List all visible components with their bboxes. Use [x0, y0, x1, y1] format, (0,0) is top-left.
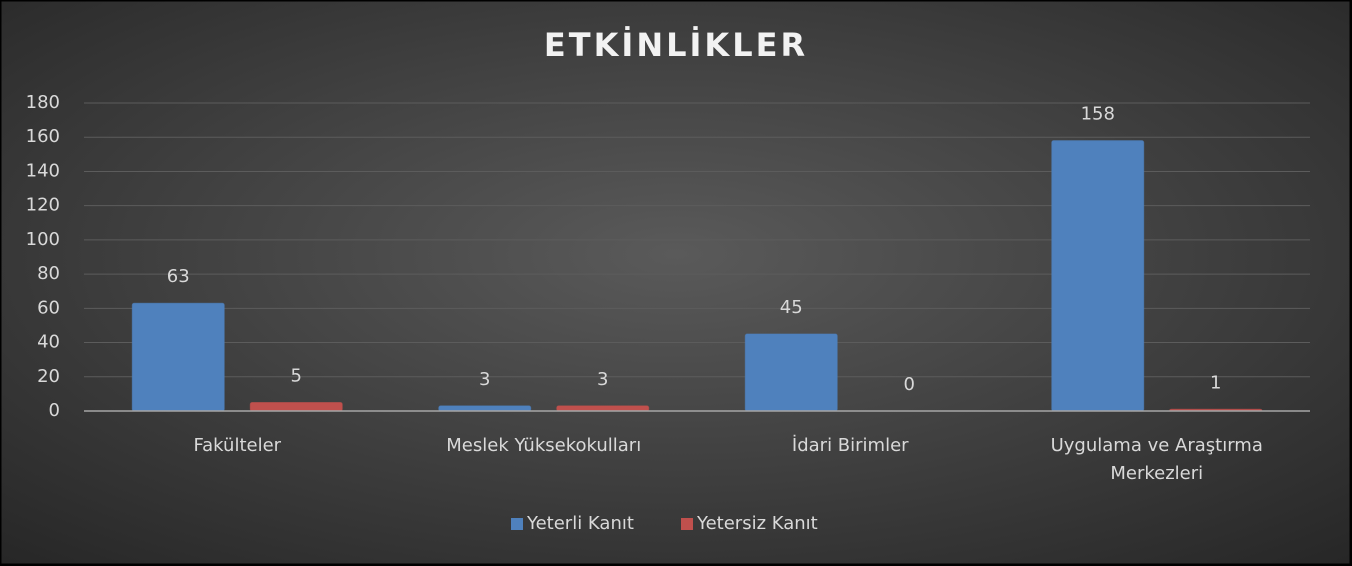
y-tick-label: 60	[37, 297, 60, 318]
data-label: 158	[1081, 104, 1115, 125]
legend-label: Yetersiz Kanıt	[696, 513, 818, 534]
bar	[131, 302, 225, 412]
legend-swatch	[511, 518, 523, 530]
bar	[438, 405, 532, 412]
data-label: 1	[1210, 372, 1221, 393]
y-tick-label: 140	[26, 160, 60, 181]
x-tick-label: Meslek Yüksekokulları	[446, 435, 641, 456]
y-tick-label: 80	[37, 263, 60, 284]
bar	[744, 333, 838, 412]
y-tick-label: 40	[37, 332, 60, 353]
data-label: 63	[167, 266, 190, 287]
bar	[1051, 140, 1145, 412]
data-label: 0	[904, 374, 915, 395]
bar	[556, 405, 650, 412]
legend-label: Yeterli Kanıt	[526, 513, 634, 534]
y-tick-label: 100	[26, 229, 60, 250]
y-tick-label: 20	[37, 366, 60, 387]
chart-title: ETKİNLİKLER	[544, 26, 808, 64]
x-tick-label: Fakülteler	[193, 435, 281, 456]
y-tick-label: 120	[26, 195, 60, 216]
data-label: 3	[479, 369, 490, 390]
bar	[249, 401, 343, 412]
y-tick-label: 160	[26, 126, 60, 147]
data-label: 5	[291, 365, 302, 386]
data-label: 45	[780, 297, 803, 318]
y-tick-label: 0	[49, 400, 60, 421]
legend-swatch	[681, 518, 693, 530]
x-tick-label: İdari Birimler	[792, 435, 909, 456]
data-label: 3	[597, 369, 608, 390]
x-tick-label: Uygulama ve Araştırma Merkezleri	[1051, 435, 1263, 484]
y-tick-label: 180	[26, 92, 60, 113]
